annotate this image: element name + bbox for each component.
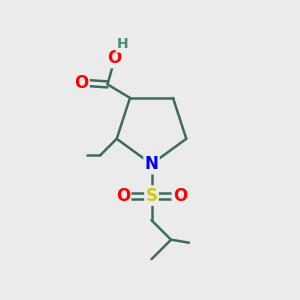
Text: H: H — [117, 38, 128, 52]
Text: O: O — [173, 187, 187, 205]
Text: O: O — [116, 187, 130, 205]
Text: O: O — [107, 49, 121, 67]
Text: N: N — [145, 155, 158, 173]
Text: O: O — [74, 74, 88, 92]
Text: S: S — [146, 187, 158, 205]
